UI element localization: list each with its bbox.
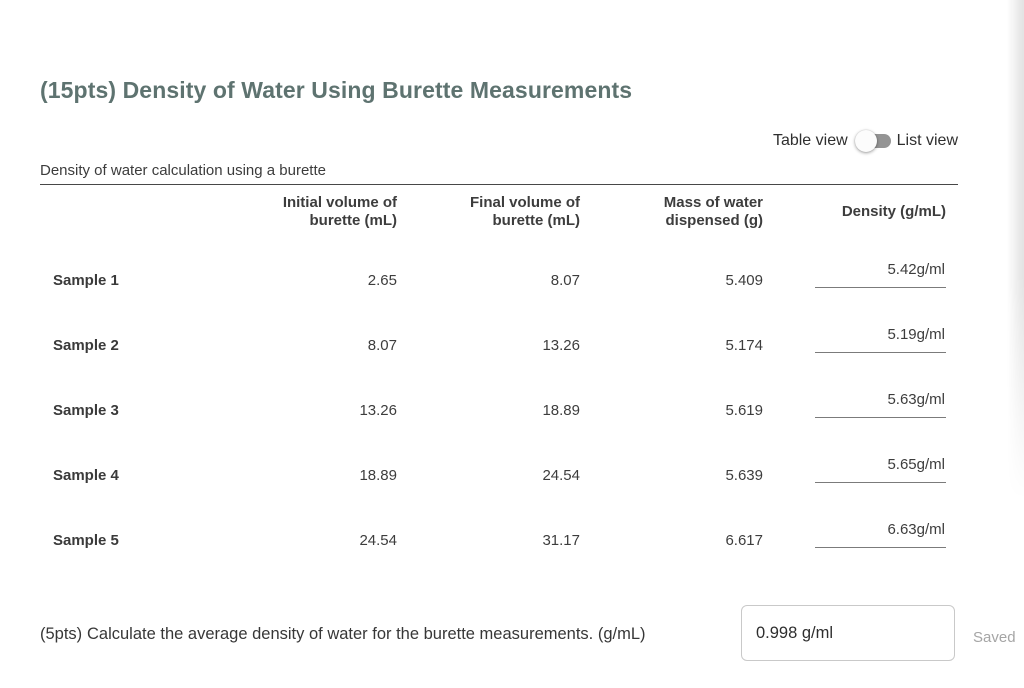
- table-rule: [40, 184, 958, 185]
- table-body: Sample 1 2.65 8.07 5.409 Sample 2 8.07 1…: [40, 248, 958, 573]
- header-mass: Mass of water dispensed (g): [663, 194, 763, 229]
- table-row: Sample 3 13.26 18.89 5.619: [40, 378, 958, 443]
- mass-value: 5.174: [725, 337, 763, 354]
- density-input-sample-5[interactable]: [815, 521, 946, 548]
- final-volume-value: 24.54: [542, 467, 580, 484]
- header-initial-volume: Initial volume of burette (mL): [282, 194, 397, 229]
- header-density: Density (g/mL): [841, 203, 946, 220]
- initial-volume-value: 8.07: [367, 337, 397, 354]
- table-view-label: Table view: [772, 132, 848, 149]
- density-cell: [763, 391, 958, 424]
- sample-label: Sample 1: [53, 272, 119, 289]
- table-row: Sample 4 18.89 24.54 5.639: [40, 443, 958, 508]
- sample-label: Sample 3: [53, 402, 119, 419]
- mass-value: 5.619: [725, 402, 763, 419]
- question-text: Calculate the average density of water f…: [87, 625, 646, 643]
- sample-label: Sample 2: [53, 337, 119, 354]
- final-volume-value: 31.17: [542, 532, 580, 549]
- initial-volume-value: 24.54: [359, 532, 397, 549]
- sample-label: Sample 4: [53, 467, 119, 484]
- average-density-input[interactable]: [741, 605, 955, 661]
- final-volume-value: 8.07: [550, 272, 580, 289]
- mass-value: 6.617: [725, 532, 763, 549]
- table-caption: Density of water calculation using a bur…: [40, 162, 326, 179]
- initial-volume-value: 2.65: [367, 272, 397, 289]
- saved-status: Saved: [973, 629, 1016, 646]
- table-row: Sample 1 2.65 8.07 5.409: [40, 248, 958, 313]
- final-volume-value: 13.26: [542, 337, 580, 354]
- density-input-sample-2[interactable]: [815, 326, 946, 353]
- density-cell: [763, 456, 958, 489]
- view-toggle-switch[interactable]: [854, 130, 892, 152]
- question-points: (5pts): [40, 625, 83, 643]
- page-title: (15pts) Density of Water Using Burette M…: [40, 77, 633, 103]
- density-input-sample-3[interactable]: [815, 391, 946, 418]
- header-sample: [40, 194, 220, 230]
- table-row: Sample 2 8.07 13.26 5.174: [40, 313, 958, 378]
- measurements-table: Density of water calculation using a bur…: [40, 160, 958, 573]
- density-cell: [763, 261, 958, 294]
- header-final-volume: Final volume of burette (mL): [469, 194, 580, 229]
- initial-volume-value: 18.89: [359, 467, 397, 484]
- mass-value: 5.409: [725, 272, 763, 289]
- right-edge-shadow: [1007, 0, 1024, 500]
- sample-label: Sample 5: [53, 532, 119, 549]
- list-view-label: List view: [896, 132, 958, 149]
- density-input-sample-1[interactable]: [815, 261, 946, 288]
- density-cell: [763, 521, 958, 554]
- mass-value: 5.639: [725, 467, 763, 484]
- density-input-sample-4[interactable]: [815, 456, 946, 483]
- view-toggle-row: Table view List view: [773, 130, 958, 152]
- table-header-row: Initial volume of burette (mL) Final vol…: [40, 185, 958, 230]
- initial-volume-value: 13.26: [359, 402, 397, 419]
- table-row: Sample 5 24.54 31.17 6.617: [40, 508, 958, 573]
- final-volume-value: 18.89: [542, 402, 580, 419]
- toggle-knob[interactable]: [854, 130, 877, 152]
- density-cell: [763, 326, 958, 359]
